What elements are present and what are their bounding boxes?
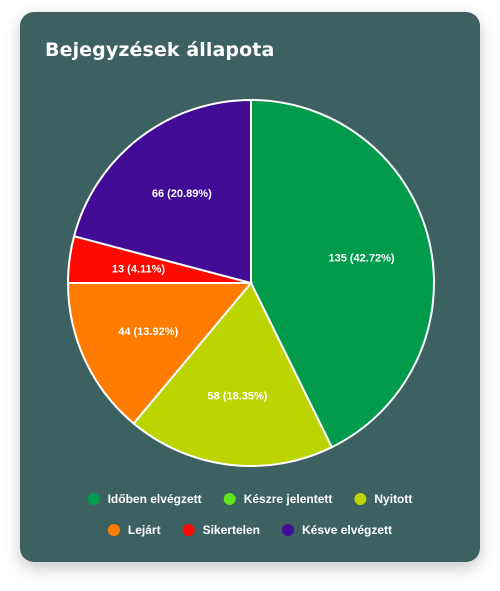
chart-card: Bejegyzések állapota [20,12,480,562]
chart-title: Bejegyzések állapota [45,39,275,61]
